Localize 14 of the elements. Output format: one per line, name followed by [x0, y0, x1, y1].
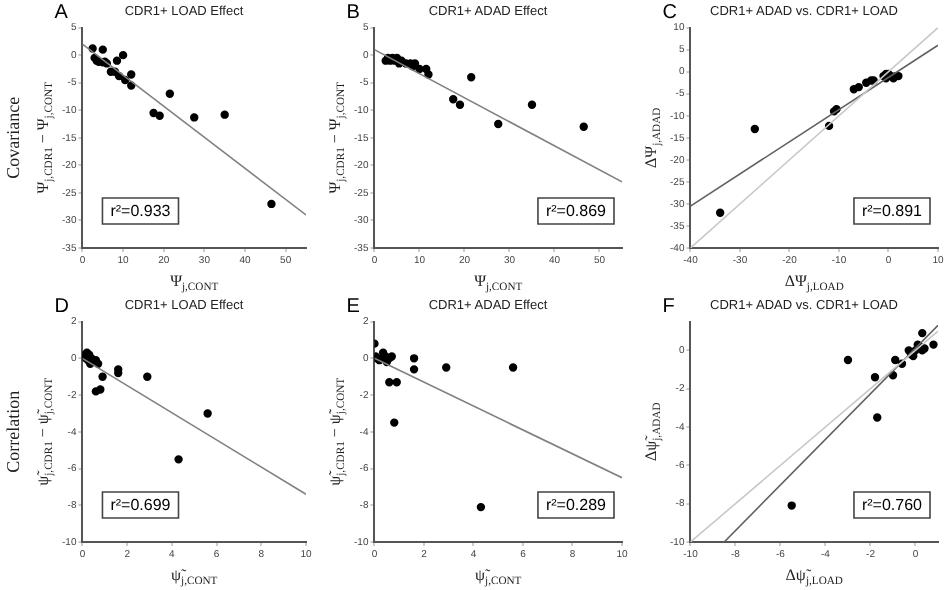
text: F [662, 295, 675, 318]
text: B [346, 1, 361, 24]
annotation: r²=0.869 [545, 202, 608, 221]
annotation: r²=0.933 [110, 202, 172, 221]
text: D [54, 295, 69, 318]
annotation: r²=0.289 [545, 496, 608, 515]
text: C [662, 1, 677, 24]
annotation: r²=0.891 [861, 202, 924, 221]
text: E [346, 295, 361, 318]
text: Covariance [2, 96, 23, 179]
text: Correlation [2, 389, 23, 473]
annotation: r²=0.699 [110, 496, 172, 515]
text: A [54, 1, 69, 24]
annotation: r²=0.760 [861, 496, 924, 515]
